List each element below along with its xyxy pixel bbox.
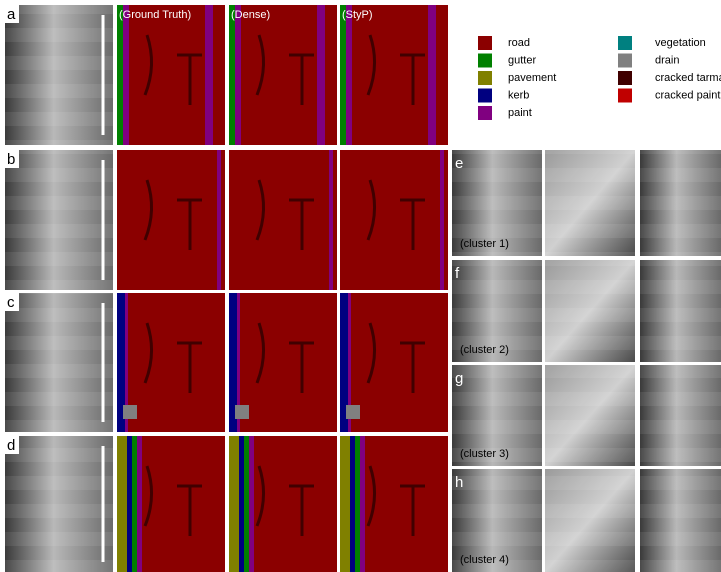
segmentation-strip [127, 436, 132, 572]
legend-label: pavement [508, 72, 556, 84]
segmentation-strip [346, 5, 352, 145]
cluster-caption: (cluster 2) [460, 344, 509, 356]
segmentation-strip [428, 5, 436, 145]
segmentation-strip [235, 5, 241, 145]
segmentation-road [117, 150, 225, 290]
segmentation-road [340, 150, 448, 290]
legend-swatch [478, 71, 492, 85]
segmentation-road [229, 150, 337, 290]
segmentation-strip [217, 150, 221, 290]
segmentation-strip [205, 5, 213, 145]
segmentation-strip [229, 436, 239, 572]
segmentation-strip [317, 5, 325, 145]
segmentation-strip [132, 436, 137, 572]
legend-label: drain [655, 54, 679, 66]
photo-texture [640, 365, 721, 466]
legend-swatch [478, 36, 492, 50]
legend-swatch [618, 89, 632, 103]
segmentation-strip [117, 436, 127, 572]
segmentation-strip [244, 436, 249, 572]
segmentation-strip [137, 436, 142, 572]
segmentation-drain [123, 405, 137, 419]
photo-texture [5, 5, 113, 145]
legend-label: vegetation [655, 37, 706, 49]
legend-label: road [508, 37, 530, 49]
segmentation-strip [360, 436, 365, 572]
photo-texture [545, 260, 635, 362]
photo-texture [545, 150, 635, 256]
cluster-caption: (cluster 1) [460, 238, 509, 250]
legend-label: cracked paint [655, 89, 720, 101]
legend-swatch [618, 71, 632, 85]
panel-label: g [455, 370, 463, 387]
photo-texture [545, 469, 635, 572]
column-title: (StyP) [342, 9, 373, 21]
column-title: (Dense) [231, 9, 270, 21]
legend-swatch [478, 89, 492, 103]
column-title: (Ground Truth) [119, 9, 191, 21]
figure: (Ground Truth) (Dense) (StyP) a b c d e (cluster… [0, 0, 721, 572]
segmentation-strip [249, 436, 254, 572]
legend-swatch [618, 54, 632, 68]
panel-label: d [7, 437, 15, 454]
panel-label: e [455, 155, 463, 172]
segmentation-strip [340, 436, 350, 572]
legend-label: paint [508, 107, 532, 119]
photo-texture [5, 293, 113, 432]
segmentation-drain [346, 405, 360, 419]
segmentation-strip [355, 436, 360, 572]
legend-swatch [478, 54, 492, 68]
segmentation-strip [440, 150, 444, 290]
segmentation-strip [117, 5, 123, 145]
legend-swatch [478, 106, 492, 120]
segmentation-strip [350, 436, 355, 572]
legend-label: kerb [508, 89, 529, 101]
segmentation-strip [329, 150, 333, 290]
panel-label: c [7, 294, 15, 311]
segmentation-strip [239, 436, 244, 572]
segmentation-strip [229, 5, 235, 145]
cluster-caption: (cluster 4) [460, 554, 509, 566]
panel-label: h [455, 474, 463, 491]
photo-texture [5, 436, 113, 572]
legend-swatch [618, 36, 632, 50]
photo-texture [640, 260, 721, 362]
photo-texture [640, 150, 721, 256]
panel-label: a [7, 6, 16, 23]
legend-label: gutter [508, 54, 536, 66]
photo-texture [640, 469, 721, 572]
cluster-caption: (cluster 3) [460, 448, 509, 460]
photo-texture [5, 150, 113, 290]
panel-label: b [7, 151, 15, 168]
segmentation-strip [340, 5, 346, 145]
segmentation-strip [123, 5, 129, 145]
legend-label: cracked tarmac [655, 72, 721, 84]
segmentation-drain [235, 405, 249, 419]
photo-texture [545, 365, 635, 466]
